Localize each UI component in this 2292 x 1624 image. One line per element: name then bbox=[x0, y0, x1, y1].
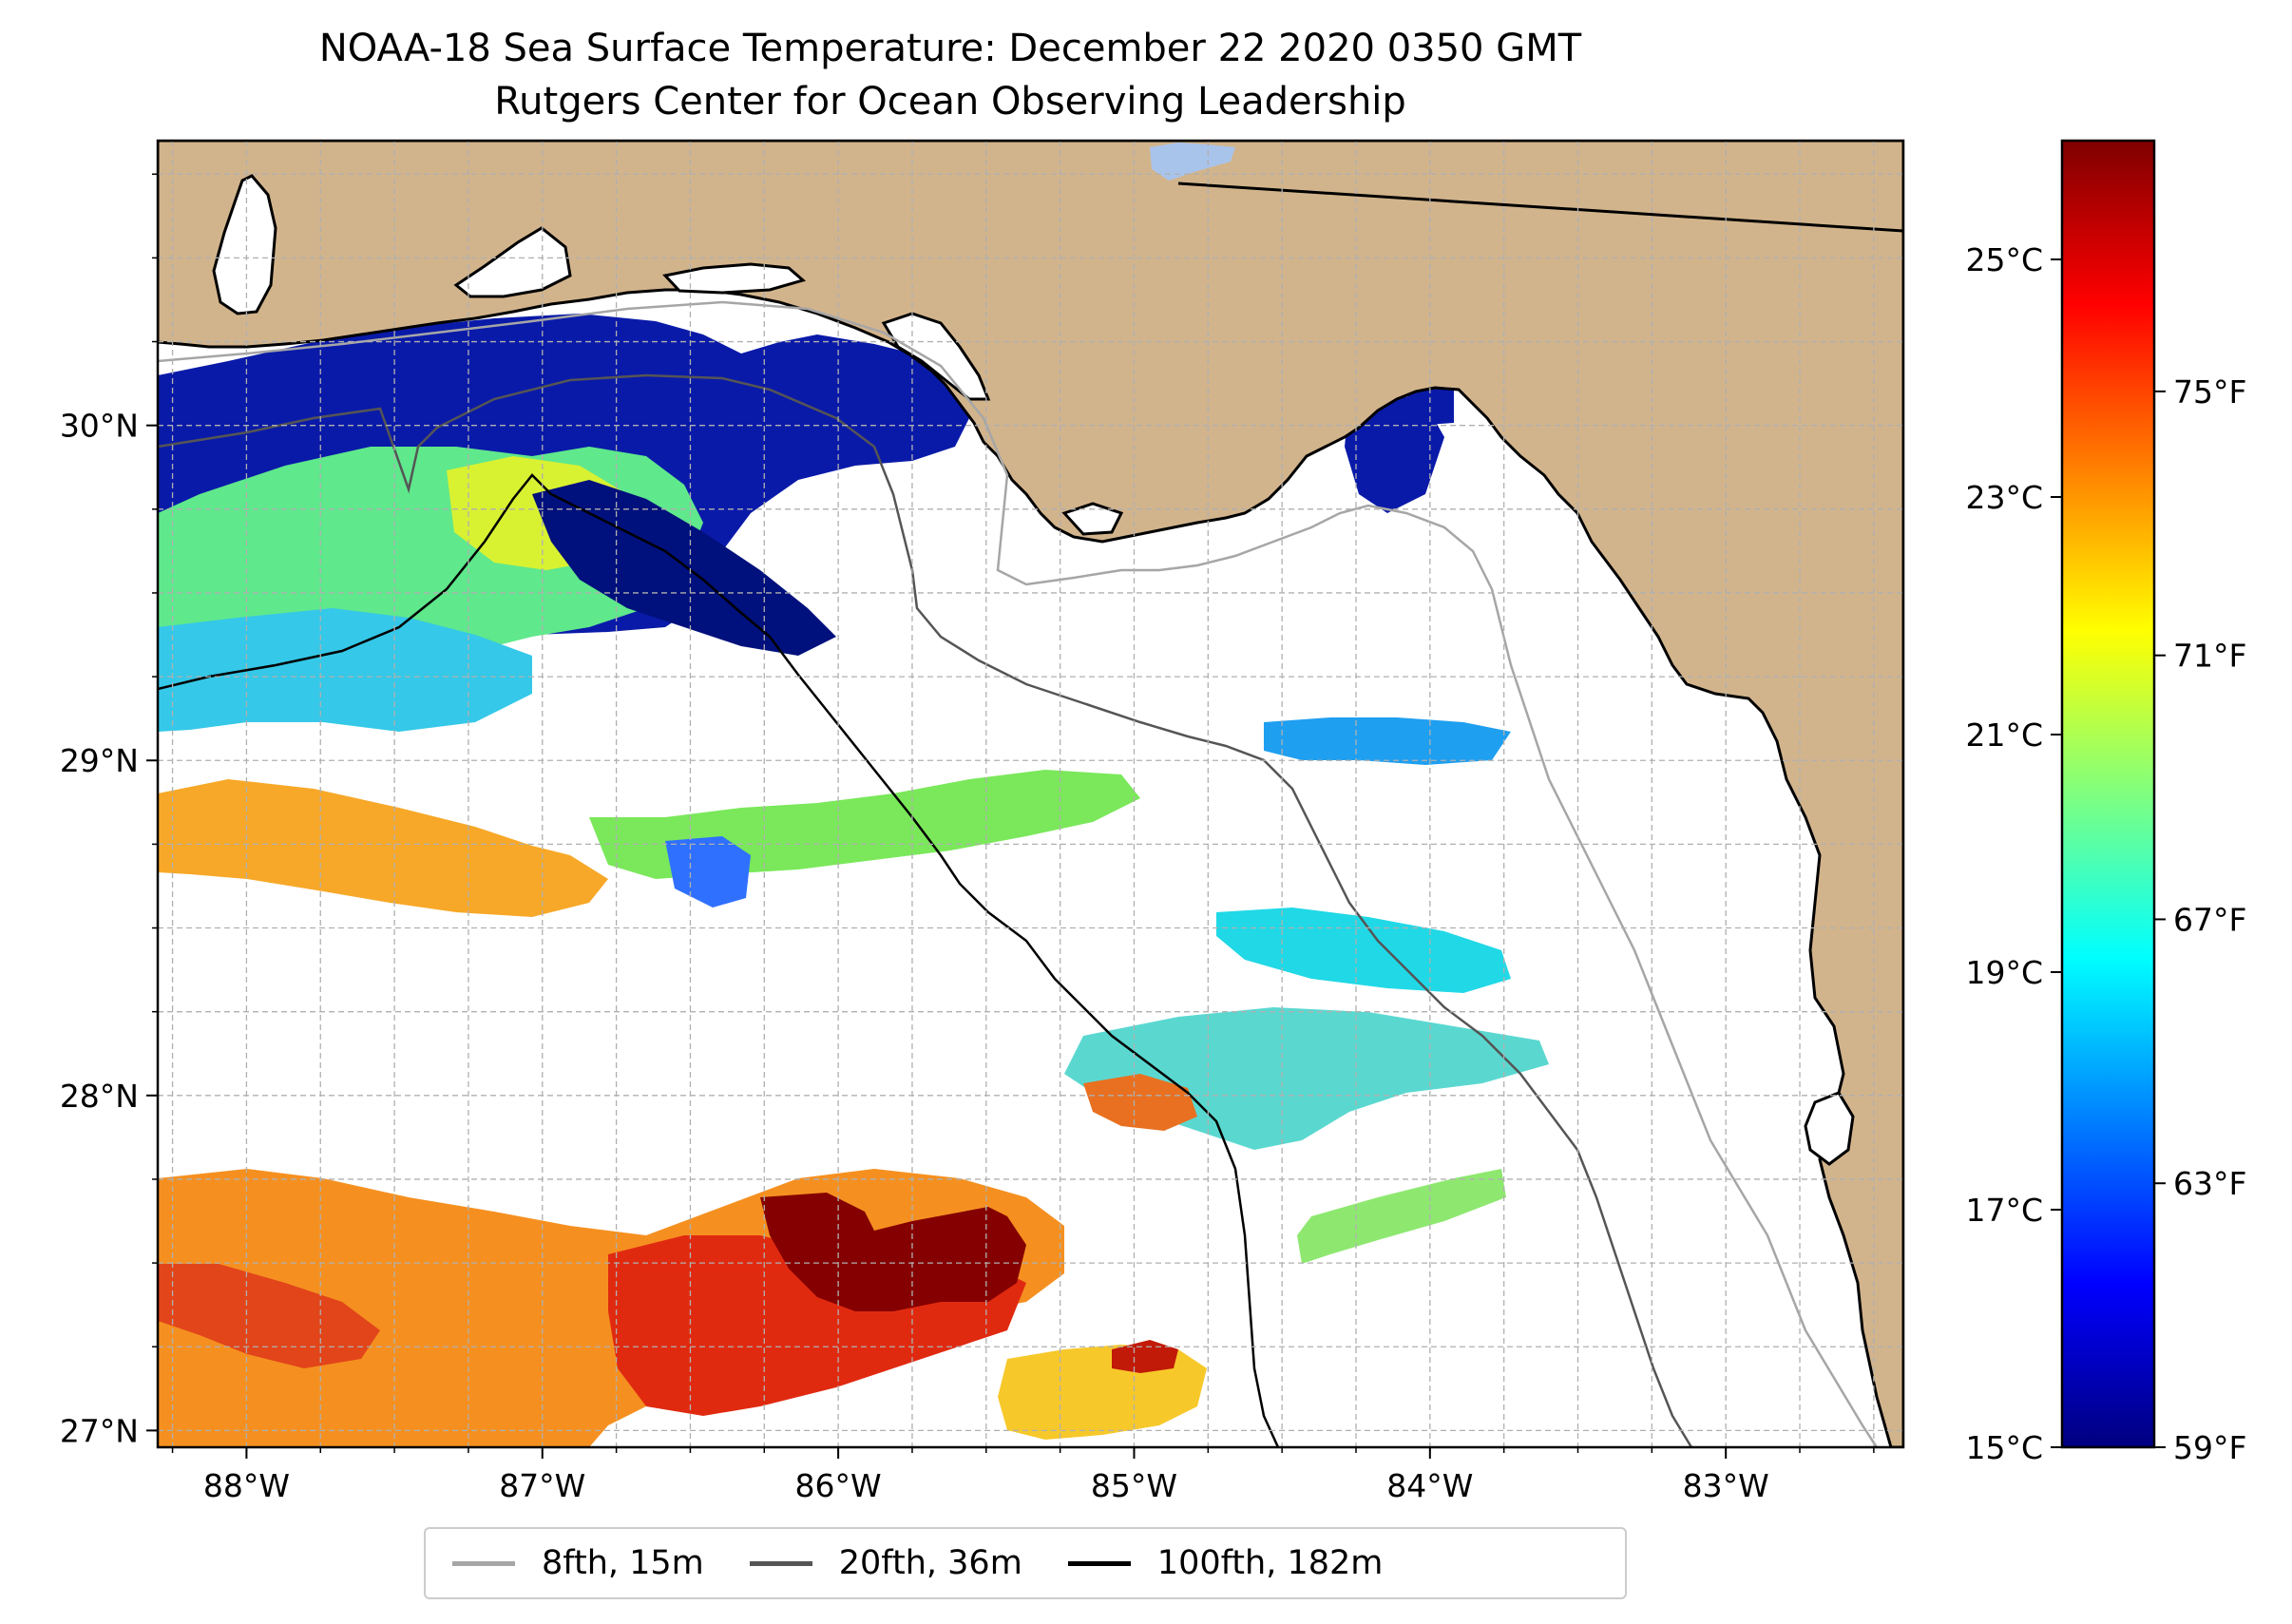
legend-swatch-20fth bbox=[749, 1560, 812, 1566]
fahrenheit-tick-label: 75°F bbox=[2173, 373, 2246, 411]
sst-patch-east-cyan bbox=[1216, 908, 1511, 993]
celsius-tick-label: 15°C bbox=[1965, 1429, 2043, 1466]
legend-swatch-100fth bbox=[1067, 1560, 1131, 1566]
colorbar-fahrenheit-axis: 75°F 71°F 67°F 63°F 59°F bbox=[2154, 373, 2246, 1466]
sst-patch-mid-warm bbox=[1083, 1074, 1197, 1131]
celsius-tick-label: 19°C bbox=[1965, 954, 2043, 991]
legend-swatch-8fth bbox=[452, 1560, 515, 1566]
sst-patch-south-hot bbox=[1112, 1340, 1178, 1373]
lon-tick-label: 88°W bbox=[203, 1467, 290, 1504]
colorbar-celsius-axis: 25°C 23°C 21°C 19°C 17°C 15°C bbox=[1965, 241, 2062, 1466]
sst-patch-east-south bbox=[1297, 1169, 1506, 1264]
inland-lake bbox=[1150, 143, 1235, 181]
legend-label-8fth: 8fth, 15m bbox=[542, 1544, 704, 1582]
map-frame bbox=[156, 139, 1905, 1449]
fahrenheit-tick-label: 59°F bbox=[2173, 1429, 2246, 1466]
sst-patch-east-north bbox=[1264, 717, 1511, 765]
legend-label-100fth: 100fth, 182m bbox=[1156, 1544, 1384, 1582]
lon-tick-label: 87°W bbox=[499, 1467, 585, 1504]
celsius-tick-label: 23°C bbox=[1965, 479, 2043, 516]
isobath-legend: 8fth, 15m 20fth, 36m 100fth, 182m bbox=[424, 1527, 1627, 1599]
bay-apalachee bbox=[1061, 502, 1124, 536]
legend-item-20fth: 20fth, 36m bbox=[749, 1544, 1022, 1582]
celsius-tick-label: 17°C bbox=[1965, 1192, 2043, 1229]
isobath-8fth bbox=[158, 300, 1879, 1447]
sst-patch-west-mid bbox=[158, 608, 532, 732]
lon-tick-label: 86°W bbox=[795, 1467, 882, 1504]
lat-ticks: 30°N 29°N 28°N 27°N bbox=[60, 173, 158, 1449]
fahrenheit-tick-label: 63°F bbox=[2173, 1165, 2246, 1202]
sst-patch-orange-band bbox=[158, 779, 608, 917]
fahrenheit-tick-label: 71°F bbox=[2173, 638, 2246, 675]
lon-tick-label: 84°W bbox=[1386, 1467, 1473, 1504]
lat-tick-label: 28°N bbox=[60, 1078, 139, 1115]
legend-label-20fth: 20fth, 36m bbox=[838, 1544, 1022, 1582]
celsius-tick-label: 21°C bbox=[1965, 716, 2043, 754]
lon-tick-label: 83°W bbox=[1683, 1467, 1769, 1504]
sst-patch-west-warm bbox=[158, 1264, 380, 1368]
land-north bbox=[158, 141, 1903, 1447]
sst-patch-hot-core bbox=[760, 1193, 1026, 1311]
graticule bbox=[158, 141, 1903, 1447]
legend-item-100fth: 100fth, 182m bbox=[1067, 1544, 1384, 1582]
fahrenheit-tick-label: 67°F bbox=[2173, 901, 2246, 938]
legend-item-8fth: 8fth, 15m bbox=[452, 1544, 704, 1582]
colorbar bbox=[2060, 139, 2156, 1449]
bay-choctaw bbox=[662, 262, 807, 295]
state-border bbox=[1177, 182, 1903, 233]
lat-tick-label: 27°N bbox=[60, 1412, 139, 1449]
lon-tick-label: 85°W bbox=[1091, 1467, 1177, 1504]
lon-ticks: 88°W 87°W 86°W 85°W 84°W 83°W bbox=[171, 1447, 1875, 1504]
isobath-20fth bbox=[158, 373, 1693, 1447]
bay-st-andrew bbox=[881, 312, 991, 401]
figure-title: NOAA-18 Sea Surface Temperature: Decembe… bbox=[318, 27, 1582, 70]
isobath-100fth bbox=[158, 473, 1280, 1447]
lat-tick-label: 29°N bbox=[60, 742, 139, 779]
sst-patch-blue-strip bbox=[665, 836, 751, 908]
lat-tick-label: 30°N bbox=[60, 408, 139, 445]
celsius-tick-label: 25°C bbox=[1965, 241, 2043, 278]
bay-tampa bbox=[1804, 1091, 1855, 1166]
bay-pensacola bbox=[453, 226, 572, 298]
figure-subtitle: Rutgers Center for Ocean Observing Leade… bbox=[494, 80, 1406, 124]
